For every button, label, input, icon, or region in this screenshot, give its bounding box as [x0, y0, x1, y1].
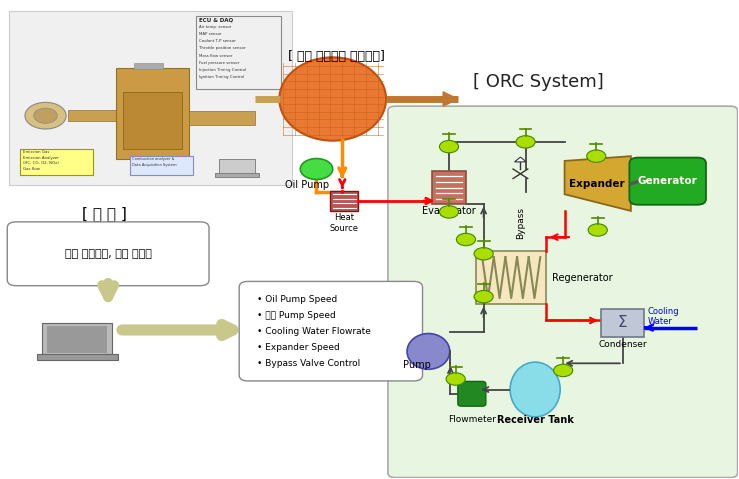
Text: Ignition Timing Control: Ignition Timing Control — [199, 75, 244, 79]
Text: Expander: Expander — [569, 179, 624, 189]
Text: Generator: Generator — [638, 176, 698, 186]
Text: Evaporator: Evaporator — [422, 206, 476, 216]
Text: Cooling
Water: Cooling Water — [648, 307, 679, 326]
FancyBboxPatch shape — [239, 281, 423, 381]
Text: [ 엔 진 ]: [ 엔 진 ] — [82, 206, 127, 221]
Text: Condenser: Condenser — [599, 340, 647, 349]
Bar — [197, 16, 281, 90]
Circle shape — [588, 224, 607, 236]
Polygon shape — [565, 156, 631, 211]
Bar — [115, 68, 189, 159]
FancyBboxPatch shape — [9, 11, 292, 185]
Text: Emission Analyzer: Emission Analyzer — [24, 156, 59, 160]
Bar — [20, 149, 93, 175]
Bar — [219, 159, 256, 175]
Circle shape — [554, 364, 573, 376]
Text: (HC, CO, O2, NOx): (HC, CO, O2, NOx) — [24, 161, 59, 165]
Ellipse shape — [407, 333, 450, 369]
Text: Σ: Σ — [618, 315, 627, 331]
Text: Receiver Tank: Receiver Tank — [497, 415, 573, 425]
Ellipse shape — [510, 362, 560, 417]
Circle shape — [474, 290, 493, 303]
Text: MAP sensor: MAP sensor — [199, 32, 221, 36]
FancyBboxPatch shape — [630, 158, 706, 205]
Text: Heat
Source: Heat Source — [330, 213, 359, 233]
Bar — [123, 92, 182, 149]
Bar — [37, 354, 118, 361]
Circle shape — [446, 373, 466, 385]
Text: Bypass: Bypass — [516, 207, 525, 239]
Text: Gas flow: Gas flow — [24, 167, 41, 171]
Text: Emission Gas: Emission Gas — [24, 150, 50, 154]
Bar — [432, 171, 466, 204]
FancyBboxPatch shape — [388, 106, 738, 478]
Text: Flowmeter: Flowmeter — [448, 415, 496, 424]
Circle shape — [587, 150, 606, 162]
Text: • Bypass Valve Control: • Bypass Valve Control — [257, 359, 360, 368]
Bar — [42, 323, 112, 356]
Circle shape — [25, 103, 67, 129]
Ellipse shape — [279, 57, 386, 141]
FancyArrow shape — [134, 63, 163, 68]
FancyArrow shape — [189, 111, 256, 125]
Circle shape — [300, 159, 333, 180]
Text: Combustion analyzer &: Combustion analyzer & — [132, 157, 175, 161]
Text: Oil Pump: Oil Pump — [285, 180, 329, 190]
Bar — [47, 326, 106, 354]
Bar — [215, 173, 259, 177]
Circle shape — [474, 248, 493, 260]
Circle shape — [440, 205, 459, 218]
Text: [ 엔진 배출가스 열교환기]: [ 엔진 배출가스 열교환기] — [288, 50, 385, 63]
Text: • Oil Pump Speed: • Oil Pump Speed — [257, 295, 337, 304]
Circle shape — [457, 233, 475, 246]
Text: Data Acquisition System: Data Acquisition System — [132, 163, 177, 167]
Text: • 냉매 Pump Speed: • 냉매 Pump Speed — [257, 311, 336, 319]
FancyBboxPatch shape — [458, 381, 486, 406]
Text: Fuel pressure sensor: Fuel pressure sensor — [199, 61, 239, 65]
Polygon shape — [514, 157, 526, 162]
Text: • Cooling Water Flowrate: • Cooling Water Flowrate — [257, 327, 371, 336]
Text: Throttle position sensor: Throttle position sensor — [199, 46, 245, 50]
Circle shape — [440, 140, 459, 153]
Bar — [476, 251, 546, 304]
Text: Mass flow sensor: Mass flow sensor — [199, 54, 232, 57]
Text: Air temp. sensor: Air temp. sensor — [199, 25, 231, 29]
Text: ECU & DAQ: ECU & DAQ — [199, 17, 233, 23]
Text: Coolant T,P sensor: Coolant T,P sensor — [199, 39, 236, 43]
Bar — [602, 308, 644, 337]
FancyBboxPatch shape — [7, 222, 209, 285]
Text: Injection Timing Control: Injection Timing Control — [199, 68, 246, 72]
Text: 엔진 배기유량, 온도 데이터: 엔진 배기유량, 온도 데이터 — [65, 249, 151, 259]
Bar — [130, 156, 193, 175]
Text: [ ORC System]: [ ORC System] — [474, 73, 605, 91]
Text: Regenerator: Regenerator — [552, 273, 613, 283]
Bar — [330, 191, 358, 211]
Text: • Expander Speed: • Expander Speed — [257, 343, 340, 352]
FancyArrow shape — [68, 111, 134, 121]
Text: Pump: Pump — [403, 360, 432, 369]
Polygon shape — [443, 92, 458, 106]
Circle shape — [516, 136, 535, 148]
Circle shape — [34, 108, 58, 123]
